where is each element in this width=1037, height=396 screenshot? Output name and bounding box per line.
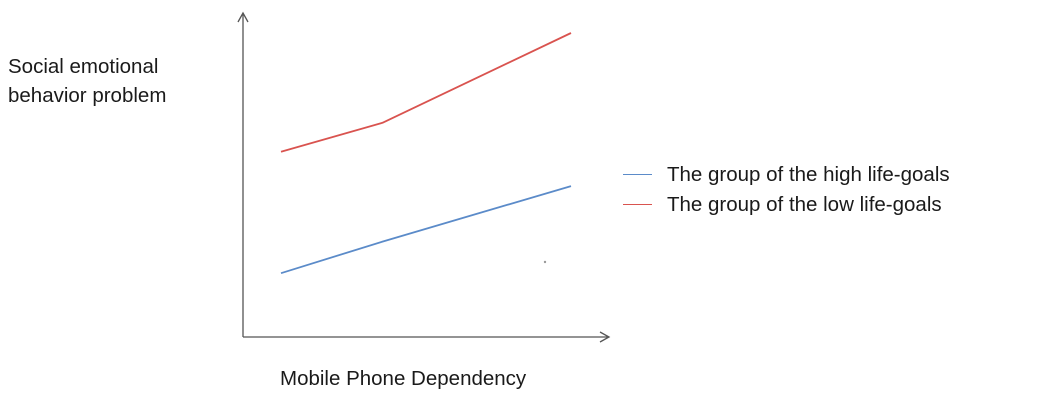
y-axis-label-line-1: Social emotional: [8, 55, 159, 78]
stray-dot: [543, 260, 547, 264]
y-axis-arrow: [237, 11, 249, 23]
legend-item-low-life-goals: The group of the low life-goals: [623, 190, 950, 220]
series-line-high-life-goals: [280, 185, 572, 275]
y-axis-label-line-2: behavior problem: [8, 84, 167, 107]
series-line-low-life-goals: [280, 32, 572, 153]
axes: [237, 11, 611, 343]
legend-swatch-low: [623, 204, 652, 205]
x-axis-arrow: [599, 331, 611, 343]
legend: The group of the high life-goals The gro…: [623, 160, 950, 220]
series-layer: [280, 32, 572, 275]
x-axis-label: Mobile Phone Dependency: [280, 367, 527, 390]
legend-label-low: The group of the low life-goals: [667, 193, 942, 216]
legend-item-high-life-goals: The group of the high life-goals: [623, 160, 950, 190]
y-axis-label: Social emotional behavior problem: [8, 52, 166, 110]
legend-label-high: The group of the high life-goals: [667, 163, 950, 186]
legend-swatch-high: [623, 174, 652, 175]
